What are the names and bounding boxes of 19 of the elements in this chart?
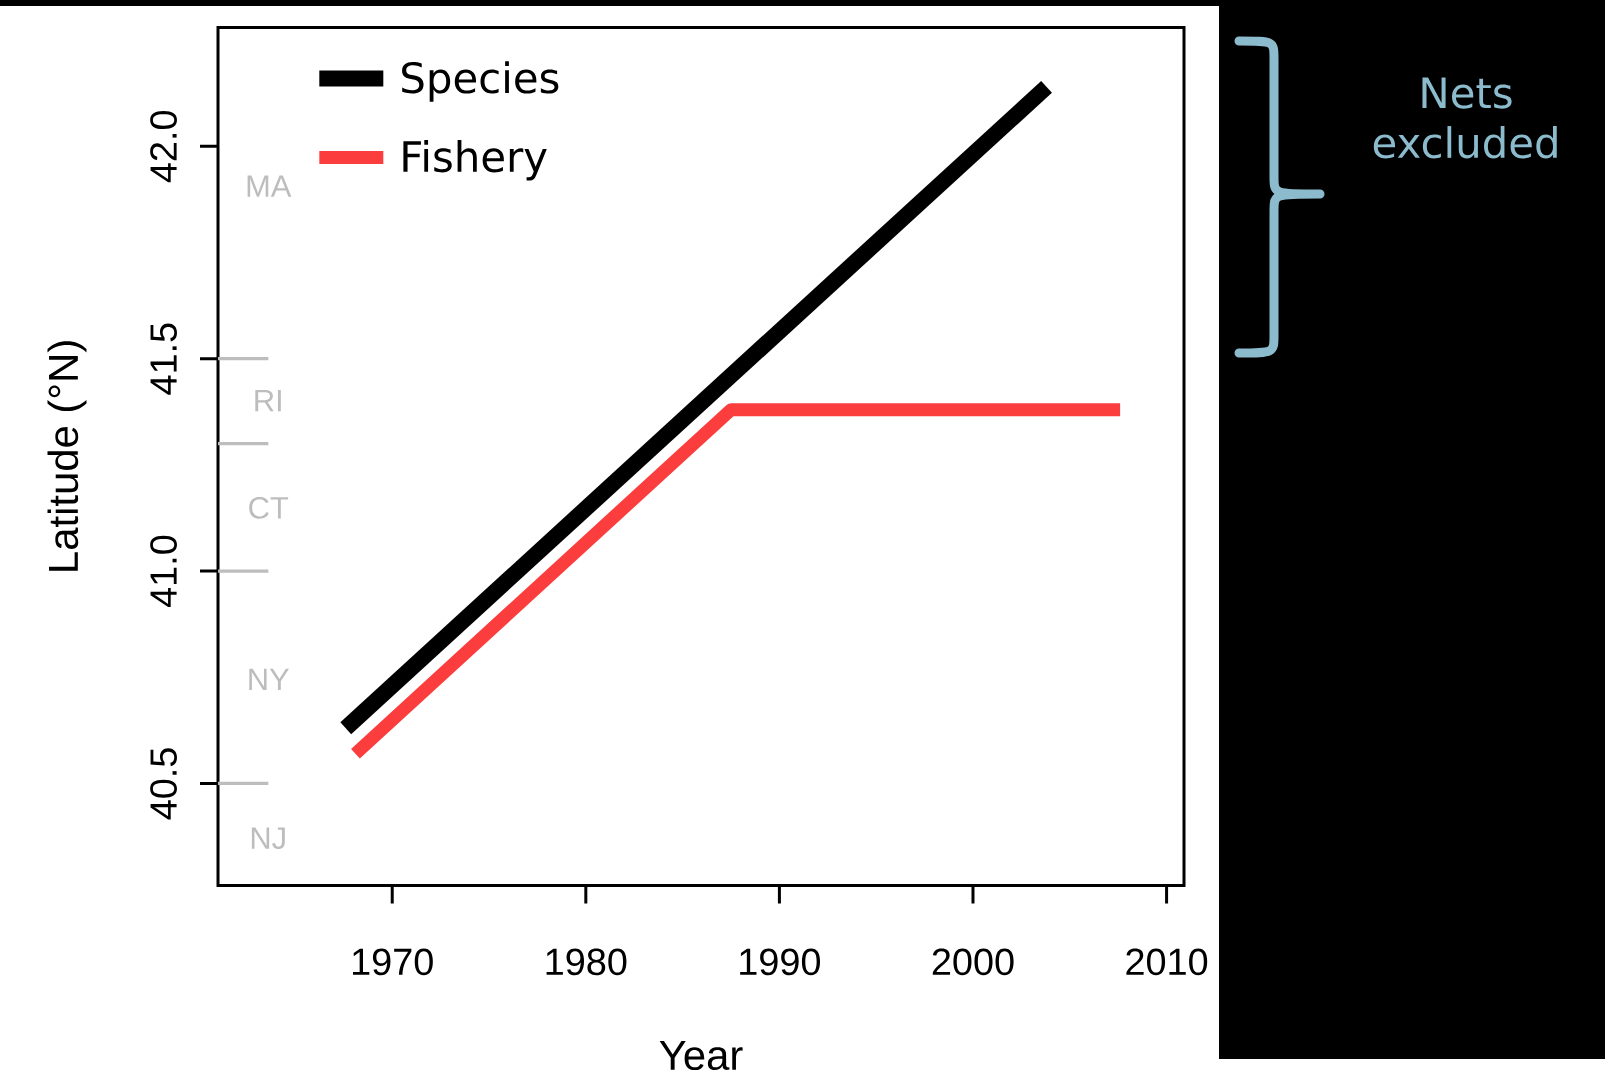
x-axis-title: Year <box>659 1041 743 1071</box>
legend-label: Fishery <box>403 140 547 181</box>
annotation: NJ <box>251 827 285 850</box>
y-tick-label: 41.0 <box>150 535 177 608</box>
x-tick-label: 1990 <box>740 948 821 976</box>
x-tick-label: 1970 <box>353 948 433 976</box>
y-tick-label: 40.5 <box>150 748 177 820</box>
annotation: MA <box>247 175 292 197</box>
x-tick-label: 1980 <box>546 948 627 976</box>
y-axis-title: Latitude (°N) <box>47 341 87 571</box>
text: Nets excluded <box>1373 77 1557 159</box>
y-tick-label: 42.0 <box>150 111 177 183</box>
annotation: CT <box>249 497 289 519</box>
annotation: NY <box>249 668 289 691</box>
legend-label: Species <box>402 61 559 102</box>
x-tick-label: 2010 <box>1126 948 1208 976</box>
annotation: RI <box>255 390 281 412</box>
y-tick-label: 41.5 <box>150 323 177 395</box>
x-tick-label: 2000 <box>932 948 1014 976</box>
